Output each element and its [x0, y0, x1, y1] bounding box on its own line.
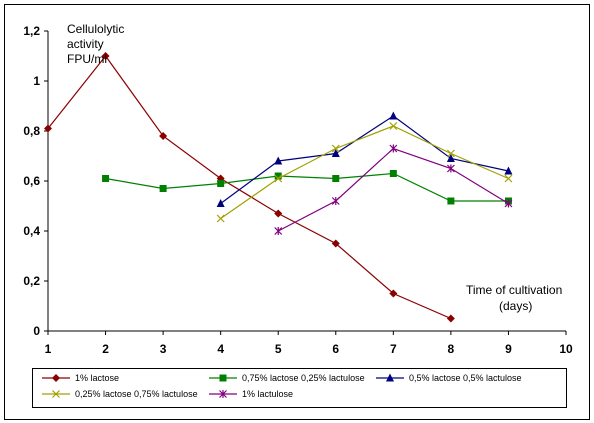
data-point-series-2 [159, 185, 167, 192]
y-tick-label: 1,2 [23, 24, 40, 38]
data-point-series-1 [446, 314, 455, 323]
data-point-series-3 [274, 156, 283, 165]
x-axis-label-line-2: (days) [499, 299, 533, 313]
data-point-series-5 [446, 164, 455, 173]
legend-swatch [42, 390, 70, 398]
data-point-series-4 [331, 144, 340, 153]
x-tick-label: 2 [102, 342, 109, 356]
chart-frame [4, 4, 590, 420]
data-point-series-3 [331, 149, 340, 157]
legend-swatch [209, 374, 237, 382]
legend: 1% lactose 0,75% lactose 0,25% lactulose 0… [32, 368, 567, 408]
data-point-series-4 [216, 214, 225, 223]
x-axis-label-line-1: Time of cultivation [466, 283, 563, 297]
y-tick-label: 0,8 [23, 124, 40, 138]
x-tick-label: 4 [217, 342, 224, 356]
data-point-series-1 [274, 209, 283, 218]
data-point-series-3 [446, 154, 455, 162]
data-point-series-1 [389, 289, 398, 298]
series-line-2 [105, 172, 509, 202]
legend-swatch [376, 373, 404, 382]
x-tick-label: 8 [448, 342, 455, 356]
legend-label: 0,75% lactose 0,25% lactulose [242, 373, 365, 383]
x-tick-label: 10 [559, 342, 573, 356]
series-line-1 [47, 55, 452, 320]
data-point-series-3 [389, 111, 398, 120]
y-axis-label-line-1: Cellulolytic [67, 22, 125, 36]
data-point-series-2 [217, 180, 225, 187]
series-line-3 [220, 115, 509, 204]
legend-item-4: 0,25% lactose 0,75% lactulose [41, 388, 198, 400]
legend-item-1: 1% lactose [41, 372, 119, 384]
x-tick-label: 7 [390, 342, 397, 356]
legend-label: 1% lactulose [242, 389, 294, 399]
data-point-series-3 [504, 166, 513, 175]
data-point-series-5 [504, 199, 513, 208]
legend-item-3: 0,5% lactose 0,5% lactulose [375, 372, 522, 384]
data-point-series-5 [389, 144, 398, 153]
data-point-series-2 [332, 175, 340, 182]
data-point-series-1 [159, 132, 168, 140]
data-point-series-2 [274, 172, 282, 180]
data-point-series-4 [446, 149, 455, 158]
legend-marker [52, 374, 60, 382]
y-tick-label: 0,4 [23, 224, 40, 238]
legend-swatch [209, 390, 237, 398]
legend-marker [386, 373, 394, 382]
data-point-series-4 [389, 122, 398, 130]
y-tick-label: 0,6 [23, 174, 40, 188]
legend-marker [219, 390, 227, 398]
y-axis-label-line-3: FPU/ml [67, 52, 107, 66]
data-point-series-1 [331, 239, 340, 248]
y-tick-label: 0 [33, 324, 40, 338]
legend-marker [219, 374, 227, 382]
data-point-series-2 [447, 197, 455, 205]
x-tick-label: 9 [505, 342, 512, 356]
data-point-series-5 [331, 197, 340, 205]
data-point-series-2 [102, 175, 110, 182]
series-line-4 [220, 125, 509, 219]
data-point-series-4 [504, 174, 513, 183]
legend-label: 0,5% lactose 0,5% lactulose [409, 373, 522, 383]
y-tick-label: 0,2 [23, 274, 40, 288]
legend-label: 1% lactose [75, 373, 120, 383]
legend-swatch [42, 374, 70, 382]
legend-label: 0,25% lactose 0,75% lactulose [75, 389, 198, 399]
x-tick-label: 6 [332, 342, 339, 356]
legend-item-2: 0,75% lactose 0,25% lactulose [208, 372, 365, 384]
y-axis-label-line-2: activity [67, 37, 104, 51]
data-point-series-4 [274, 174, 283, 183]
data-point-series-1 [44, 124, 52, 133]
data-point-series-1 [101, 52, 110, 60]
data-point-series-2 [389, 170, 397, 177]
x-tick-label: 1 [45, 342, 52, 356]
data-point-series-5 [274, 227, 283, 235]
legend-marker [52, 390, 60, 398]
data-point-series-3 [216, 199, 225, 207]
x-tick-label: 3 [160, 342, 167, 356]
y-tick-label: 1 [33, 74, 40, 88]
x-tick-label: 5 [275, 342, 282, 356]
legend-item-5: 1% lactulose [208, 388, 293, 400]
